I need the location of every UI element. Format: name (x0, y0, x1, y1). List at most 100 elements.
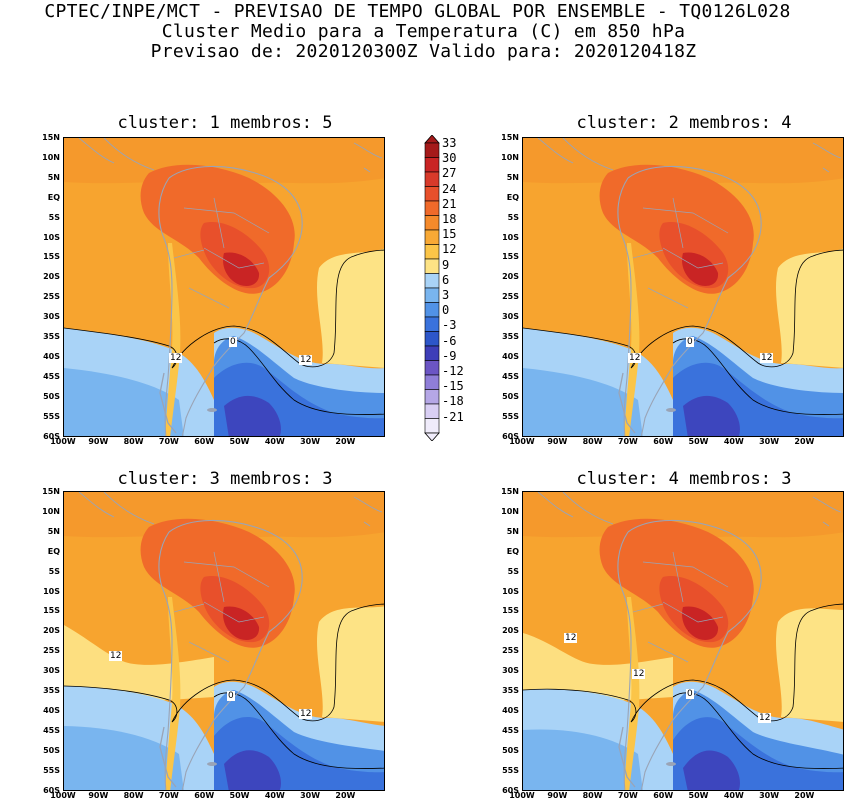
lon-tick-label: 70W (617, 437, 638, 446)
panel-1-title: cluster: 1 membros: 5 (117, 113, 333, 133)
lon-tick-label: 70W (158, 437, 179, 446)
lat-tick-label: 10N (501, 506, 519, 516)
colorbar-segment (424, 302, 440, 318)
colorbar-tick-label: -6 (442, 333, 457, 348)
lon-tick-label: 40W (264, 437, 285, 446)
lon-tick-label: 90W (88, 791, 109, 800)
colorbar-tick-label: -9 (442, 348, 457, 363)
lat-tick-label: 35S (502, 686, 519, 695)
map-title-line-1: CPTEC/INPE/MCT - PREVISAO DE TEMPO GLOBA… (44, 1, 791, 22)
lon-tick-label: 30W (759, 791, 780, 800)
lat-tick-label: 60S (502, 785, 519, 795)
lat-tick-label: 40S (43, 705, 60, 715)
colorbar-segment (424, 389, 440, 405)
contour-value-label: 0 (227, 691, 235, 701)
lat-tick-label: 55S (502, 765, 519, 775)
lon-tick-label: 80W (582, 437, 603, 446)
colorbar-segment (424, 142, 440, 158)
lat-tick-label: 5S (507, 212, 519, 222)
lat-tick-label: 10S (43, 586, 60, 596)
lat-tick-label: 15N (42, 133, 60, 142)
colorbar-tick-label: 12 (442, 242, 457, 257)
lat-tick-label: 50S (43, 391, 60, 401)
colorbar-segment (424, 287, 440, 303)
colorbar-tick-label: 30 (442, 151, 457, 166)
map-panel-cluster-4 (522, 491, 844, 791)
lon-tick-label: 100W (50, 437, 76, 446)
lat-tick-label: 60S (43, 785, 60, 795)
lon-tick-label: 20W (794, 791, 815, 800)
colorbar-segment (424, 360, 440, 376)
lat-tick-label: 5S (48, 566, 60, 576)
lon-tick-label: 40W (264, 791, 285, 800)
lon-tick-label: 70W (617, 791, 638, 800)
lat-tick-label: 30S (43, 312, 60, 322)
colorbar-segment (424, 258, 440, 274)
contour-value-label: 0 (229, 337, 237, 347)
lat-tick-label: 15S (43, 252, 60, 262)
lat-tick-label: 15S (502, 606, 519, 616)
lat-tick-label: 30S (502, 666, 519, 676)
colorbar-tick-label: 24 (442, 181, 457, 196)
lon-tick-label: 80W (123, 791, 144, 800)
colorbar-tick-label: -21 (442, 409, 464, 424)
lon-tick-label: 20W (335, 791, 356, 800)
lat-tick-label: 55S (43, 765, 60, 775)
lat-tick-label: 35S (43, 332, 60, 341)
contour-value-label: 12 (299, 709, 313, 719)
colorbar-tick-label: 15 (442, 227, 457, 242)
contour-value-label: 12 (760, 353, 774, 363)
lat-tick-label: 55S (502, 411, 519, 421)
panel-3-title: cluster: 3 membros: 3 (117, 469, 333, 489)
lat-tick-label: 20S (43, 626, 60, 636)
colorbar-segment (424, 244, 440, 260)
lon-tick-label: 50W (688, 437, 709, 446)
lat-tick-label: 35S (43, 686, 60, 695)
map-title-line-2: Cluster Medio para a Temperatura (C) em … (161, 21, 686, 42)
lat-tick-label: 45S (502, 725, 519, 735)
lat-tick-label: 60S (43, 431, 60, 441)
lat-tick-label: 25S (502, 292, 519, 302)
lat-tick-label: 20S (502, 626, 519, 636)
lat-tick-label: 25S (502, 646, 519, 656)
temperature-colorbar (424, 135, 440, 441)
map-panel-cluster-1 (63, 137, 385, 437)
lat-tick-label: 10S (502, 586, 519, 596)
lat-tick-label: 5N (47, 172, 60, 182)
lon-tick-label: 50W (229, 437, 250, 446)
colorbar-segment (424, 171, 440, 187)
panel-4-title: cluster: 4 membros: 3 (576, 469, 792, 489)
colorbar-segment (424, 273, 440, 289)
temperature-field-map (64, 138, 384, 436)
lat-tick-label: 5N (506, 526, 519, 536)
lat-tick-label: 20S (43, 272, 60, 282)
lon-tick-label: 80W (582, 791, 603, 800)
lat-tick-label: 25S (43, 292, 60, 302)
lat-tick-label: 50S (43, 745, 60, 755)
lon-tick-label: 90W (547, 791, 568, 800)
colorbar-tick-label: 0 (442, 303, 450, 318)
lon-tick-label: 90W (88, 437, 109, 446)
colorbar-tick-label: 21 (442, 196, 457, 211)
lon-tick-label: 60W (653, 791, 674, 800)
colorbar-segment (424, 200, 440, 216)
lat-tick-label: 25S (43, 646, 60, 656)
lon-tick-label: 100W (509, 437, 535, 446)
lat-tick-label: 15N (501, 133, 519, 142)
lon-tick-label: 40W (723, 437, 744, 446)
colorbar-segment (424, 186, 440, 202)
colorbar-top-arrow (424, 135, 440, 144)
lat-tick-label: 5S (48, 212, 60, 222)
map-panel-cluster-2 (522, 137, 844, 437)
temperature-field-map (523, 492, 843, 790)
lon-tick-label: 100W (50, 791, 76, 800)
colorbar-tick-label: -12 (442, 364, 464, 378)
lon-tick-label: 90W (547, 437, 568, 446)
colorbar-tick-label: -18 (442, 394, 464, 409)
colorbar-segment (424, 229, 440, 245)
lat-tick-label: 10S (43, 232, 60, 242)
lon-tick-label: 40W (723, 791, 744, 800)
colorbar-segment (424, 215, 440, 231)
lon-tick-label: 30W (300, 791, 321, 800)
map-panel-cluster-3 (63, 491, 385, 791)
